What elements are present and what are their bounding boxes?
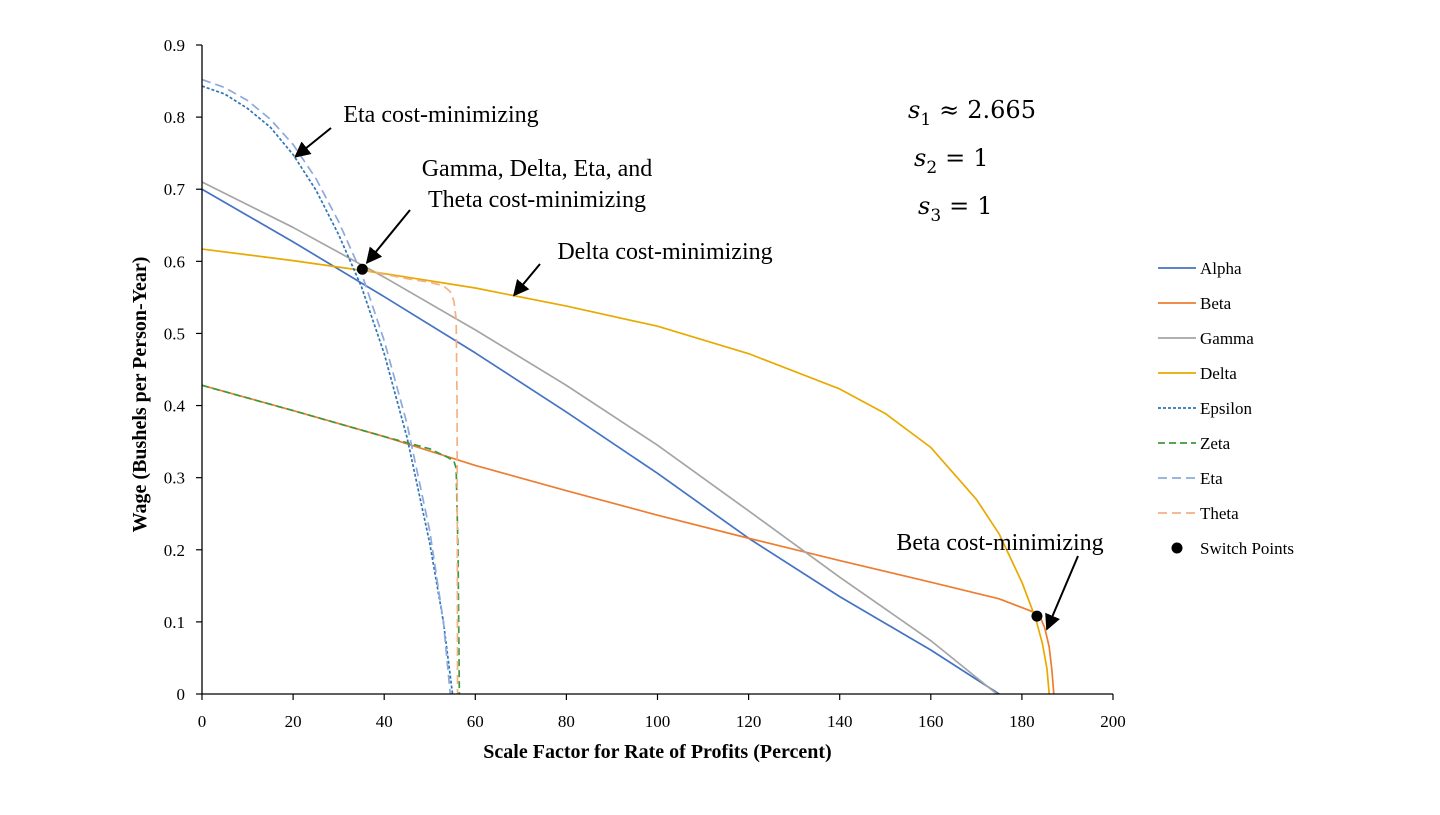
- x-tick-label: 120: [736, 712, 762, 731]
- legend-label-zeta: Zeta: [1200, 434, 1231, 453]
- series-line-theta: [362, 268, 459, 695]
- series-line-beta: [201, 384, 1055, 695]
- annotation-gdet-text: Theta cost-minimizing: [428, 187, 646, 213]
- x-tick-label: 0: [198, 712, 207, 731]
- legend-label-epsilon: Epsilon: [1200, 399, 1252, 418]
- x-tick-label: 20: [285, 712, 302, 731]
- annotation-eta-text: Eta cost-minimizing: [343, 102, 538, 128]
- annotation-gdet-arrow: [365, 209, 411, 265]
- x-tick-label: 100: [645, 712, 671, 731]
- x-tick-label: 40: [376, 712, 393, 731]
- legend-label-eta: Eta: [1200, 469, 1223, 488]
- x-tick-label: 140: [827, 712, 853, 731]
- legend-label-switch-points: Switch Points: [1200, 539, 1294, 558]
- x-tick-label: 160: [918, 712, 944, 731]
- y-tick-label: 0: [177, 685, 186, 704]
- legend-label-beta: Beta: [1200, 294, 1232, 313]
- switch-point: [1031, 610, 1043, 622]
- x-tick-label: 180: [1009, 712, 1035, 731]
- annotation-delta-arrow: [512, 263, 541, 297]
- annotation-beta-text: Beta cost-minimizing: [896, 530, 1103, 556]
- x-tick-label: 200: [1100, 712, 1126, 731]
- x-tick-label: 60: [467, 712, 484, 731]
- series-line-epsilon: [201, 85, 454, 695]
- parameter-s3: s3 = 1: [918, 192, 993, 226]
- annotation-layer: Eta cost-minimizing Gamma, Delta, Eta, an…: [294, 102, 1104, 631]
- annotation-gdet-text: Gamma, Delta, Eta, and: [422, 156, 653, 182]
- x-tick-label: 80: [558, 712, 575, 731]
- y-tick-label: 0.7: [164, 180, 186, 199]
- series-line-eta: [201, 78, 452, 695]
- series-line-alpha: [201, 188, 1000, 695]
- annotation-beta-arrow: [1045, 555, 1079, 631]
- parameter-s1: s1 ≈2.665: [908, 96, 1036, 130]
- parameter-s2: s2 = 1: [914, 144, 989, 178]
- series-layer: [201, 78, 1055, 695]
- y-tick-label: 0.9: [164, 36, 185, 55]
- legend-marker-switch-points: [1171, 542, 1183, 554]
- axes-layer: 0 20 40 60 80 100 120 140 160 180 200 0 0.1 0.2 0.3 0.4…: [129, 36, 1126, 763]
- switch-point: [356, 263, 368, 275]
- legend-label-delta: Delta: [1200, 364, 1237, 383]
- legend: Alpha Beta Gamma Delta Epsilon Zeta Eta Theta Sw…: [1158, 259, 1294, 558]
- y-tick-label: 0.3: [164, 469, 185, 488]
- y-tick-label: 0.2: [164, 541, 185, 560]
- y-tick-label: 0.6: [164, 252, 185, 271]
- legend-label-alpha: Alpha: [1200, 259, 1242, 278]
- y-tick-label: 0.4: [164, 397, 186, 416]
- y-axis-title: Wage (Bushels per Person-Year): [129, 257, 151, 533]
- annotation-eta-arrow: [294, 127, 332, 158]
- parameters-layer: s1 ≈2.665 s2 = 1 s3 = 1: [908, 96, 1036, 226]
- series-line-zeta: [201, 384, 461, 695]
- legend-label-theta: Theta: [1200, 504, 1239, 523]
- legend-label-gamma: Gamma: [1200, 329, 1254, 348]
- y-tick-label: 0.1: [164, 613, 185, 632]
- y-tick-label: 0.8: [164, 108, 185, 127]
- y-tick-label: 0.5: [164, 324, 185, 343]
- annotation-delta-text: Delta cost-minimizing: [557, 239, 772, 265]
- series-line-gamma: [201, 181, 998, 695]
- x-axis-title: Scale Factor for Rate of Profits (Percen…: [483, 741, 831, 763]
- series-line-delta: [201, 248, 1051, 695]
